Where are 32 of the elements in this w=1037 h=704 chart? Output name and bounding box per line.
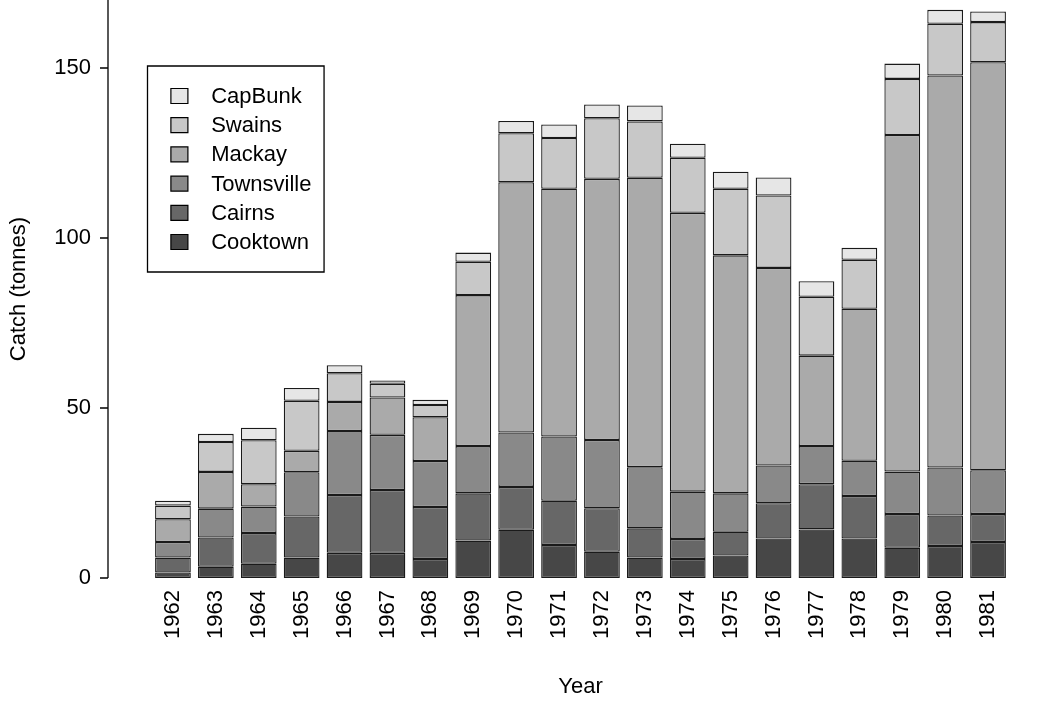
legend-label: Mackay	[211, 141, 287, 167]
x-tick-label: 1981	[974, 590, 1000, 639]
x-tick-label: 1972	[588, 590, 614, 639]
x-tick-label: 1975	[716, 590, 742, 639]
x-tick-label: 1963	[201, 590, 227, 639]
legend-label: Townsville	[211, 170, 312, 196]
x-tick-label: 1964	[244, 590, 270, 639]
x-tick-label: 1962	[159, 590, 185, 639]
x-tick-label: 1968	[416, 590, 442, 639]
x-tick-label: 1967	[373, 590, 399, 639]
y-tick-label: 100	[54, 224, 91, 250]
x-tick-label: 1971	[545, 590, 571, 639]
x-tick-label: 1974	[673, 590, 699, 639]
y-tick-label: 150	[54, 54, 91, 80]
x-tick-label: 1980	[931, 590, 957, 639]
x-tick-label: 1973	[630, 590, 656, 639]
legend-label: Cairns	[211, 199, 275, 225]
x-tick-label: 1969	[459, 590, 485, 639]
y-tick-label: 0	[78, 564, 91, 590]
x-tick-label: 1979	[888, 590, 914, 639]
legend-label: CapBunk	[211, 83, 303, 109]
x-tick-label: 1976	[759, 590, 785, 639]
x-axis-title: Year	[558, 672, 603, 698]
legend-label: Cooktown	[211, 229, 310, 255]
x-tick-label: 1978	[845, 590, 871, 639]
legend-label: Swains	[211, 112, 283, 138]
y-axis-title: Catch (tonnes)	[5, 216, 31, 362]
x-tick-label: 1977	[802, 590, 828, 639]
x-tick-label: 1965	[287, 590, 313, 639]
x-tick-label: 1970	[502, 590, 528, 639]
y-tick-label: 50	[66, 394, 91, 420]
x-tick-label: 1966	[330, 590, 356, 639]
